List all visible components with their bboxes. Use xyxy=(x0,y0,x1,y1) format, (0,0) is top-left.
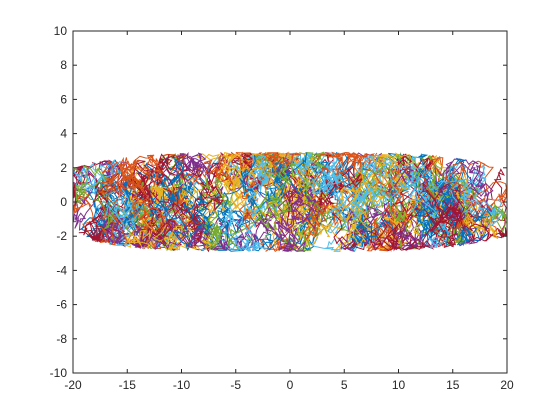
trajectory-line xyxy=(174,180,196,215)
trajectory-line xyxy=(238,152,301,231)
trajectory-line xyxy=(228,151,262,192)
y-tick-label: 0 xyxy=(60,195,67,209)
trajectory-line xyxy=(99,156,143,243)
trajectory-line xyxy=(351,207,399,252)
x-tick-label: 10 xyxy=(392,378,406,392)
trajectory-line xyxy=(99,174,172,246)
trajectory-traces xyxy=(72,151,508,253)
y-tick-label: 4 xyxy=(60,127,67,141)
trajectory-line xyxy=(73,159,122,206)
trajectory-line xyxy=(387,153,434,183)
trajectory-line xyxy=(406,183,490,236)
trajectory-line xyxy=(288,152,324,185)
trajectory-line xyxy=(162,157,213,252)
trajectory-line xyxy=(161,225,195,251)
x-tick-label: -15 xyxy=(119,378,137,392)
trajectory-line xyxy=(433,158,466,220)
y-tick-label: -4 xyxy=(56,263,67,277)
trajectory-line xyxy=(236,175,278,229)
trajectory-line xyxy=(203,204,241,243)
trajectory-line xyxy=(451,159,494,220)
y-tick-label: 6 xyxy=(60,92,67,106)
trajectory-line xyxy=(98,159,136,232)
trajectory-line xyxy=(257,162,298,239)
y-tick-label: 10 xyxy=(54,24,68,38)
trajectory-line xyxy=(325,186,372,247)
x-axis-ticks: -20 -15 -10 -5 0 5 10 15 20 xyxy=(64,31,514,392)
trajectory-line xyxy=(122,160,153,223)
trajectory-line xyxy=(381,171,419,251)
trajectory-line xyxy=(363,154,406,223)
trajectory-line xyxy=(162,220,210,250)
trajectory-line xyxy=(438,176,504,228)
trajectory-line xyxy=(121,154,163,182)
trajectory-line xyxy=(101,199,162,230)
y-tick-label: -10 xyxy=(50,366,68,380)
trajectory-line xyxy=(277,182,319,241)
trajectory-line xyxy=(78,185,121,243)
trajectory-line xyxy=(280,194,317,232)
x-tick-label: 15 xyxy=(446,378,460,392)
trajectory-line xyxy=(121,170,165,233)
trajectory-line xyxy=(260,218,306,253)
trajectory-line xyxy=(124,216,157,249)
trajectory-line xyxy=(417,185,452,241)
trajectory-line xyxy=(331,151,387,193)
x-tick-label: -10 xyxy=(173,378,191,392)
trajectory-line xyxy=(164,155,256,232)
trajectory-line xyxy=(208,152,251,186)
trajectory-line xyxy=(94,186,143,231)
y-tick-label: -6 xyxy=(56,298,67,312)
x-tick-label: 5 xyxy=(341,378,348,392)
trajectory-line xyxy=(150,158,185,234)
y-tick-label: -8 xyxy=(56,332,67,346)
trajectory-line xyxy=(422,183,465,238)
x-tick-label: -20 xyxy=(64,378,82,392)
trajectory-line xyxy=(224,232,268,252)
trajectory-line xyxy=(370,152,414,190)
trajectory-line xyxy=(240,155,274,242)
trajectory-line xyxy=(94,203,126,244)
trajectory-line xyxy=(316,151,382,192)
trajectory-line xyxy=(383,186,461,236)
trajectory-line xyxy=(383,199,457,251)
y-tick-label: 8 xyxy=(60,58,67,72)
x-tick-label: 0 xyxy=(287,378,294,392)
trajectory-line xyxy=(463,213,499,239)
x-tick-label: 20 xyxy=(500,378,514,392)
x-tick-label: -5 xyxy=(230,378,241,392)
trajectory-line xyxy=(172,153,249,233)
y-axis-ticks: -10 -8 -6 -4 -2 0 2 4 6 8 10 xyxy=(50,24,507,380)
trajectory-line xyxy=(86,178,129,236)
y-tick-label: 2 xyxy=(60,161,67,175)
trajectory-line xyxy=(434,203,492,248)
trajectory-line xyxy=(206,219,223,251)
trajectory-line xyxy=(310,170,342,196)
y-tick-label: -2 xyxy=(56,229,67,243)
trajectory-line xyxy=(253,215,315,252)
trajectory-line xyxy=(341,156,382,217)
trajectory-line xyxy=(72,164,108,205)
trajectory-line xyxy=(260,152,308,204)
